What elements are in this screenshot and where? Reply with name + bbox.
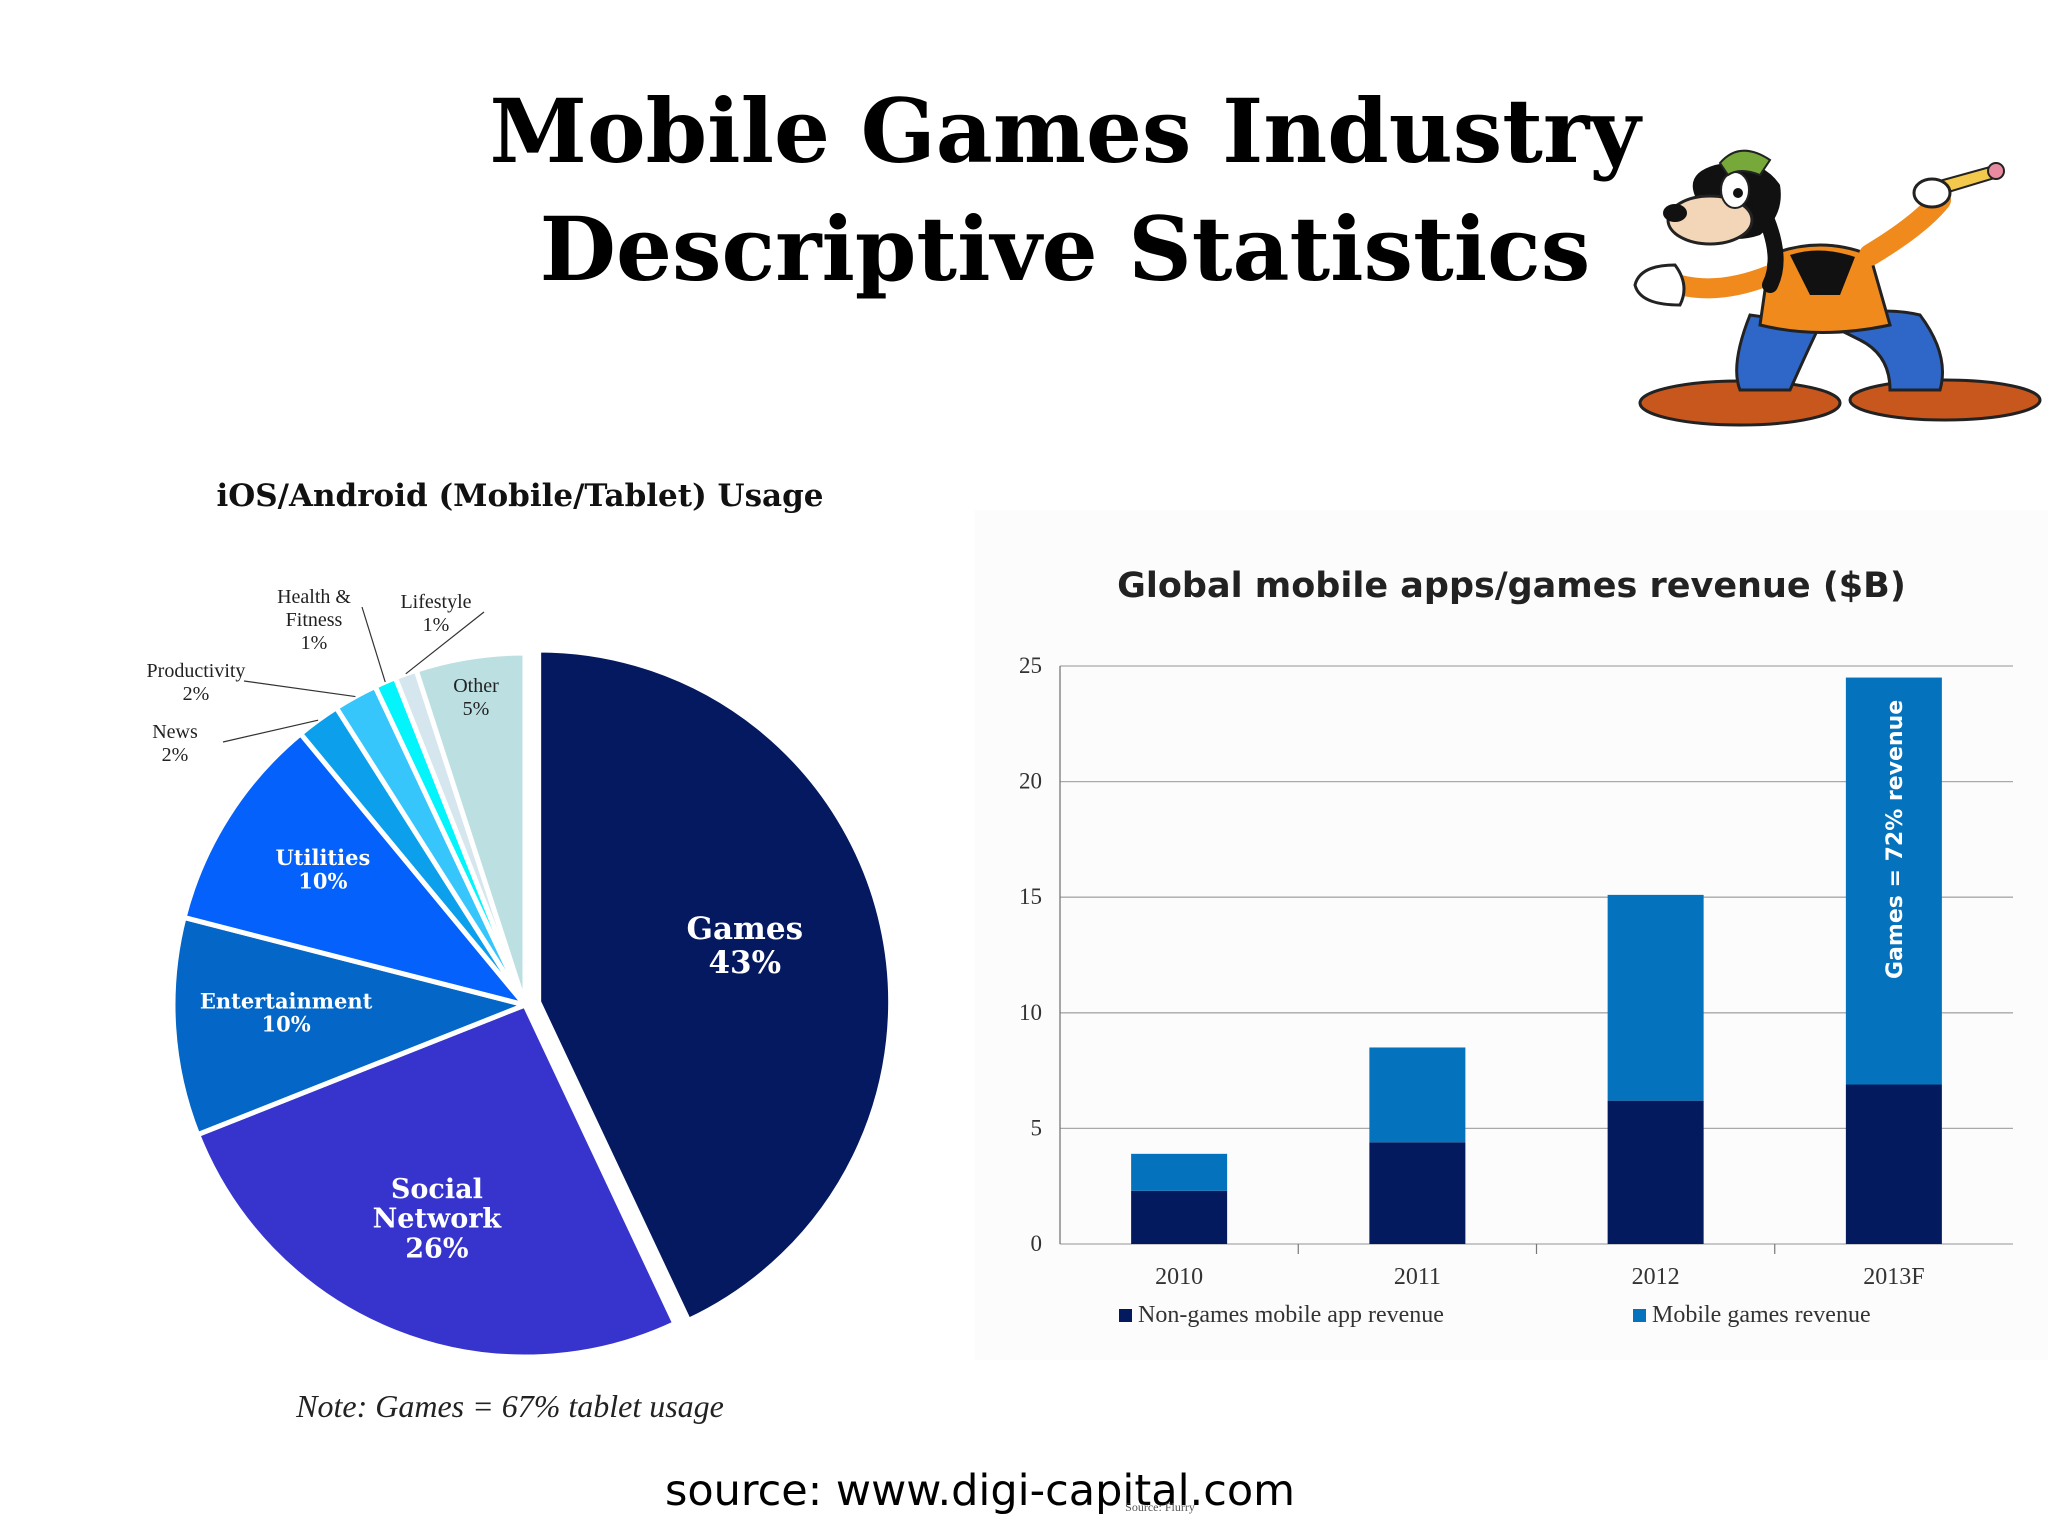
- y-tick-label-20: 20: [1019, 769, 1042, 794]
- pie-chart: Games 43% Social Network 26% Entertainment 10%…: [147, 586, 894, 1360]
- bar-chart-title: Global mobile apps/games revenue ($B): [1117, 566, 1906, 606]
- pie-slice-entertainment: [170, 914, 534, 1138]
- pie-label-news: News 2%: [152, 721, 198, 766]
- x-tick-label-2011: 2011: [1394, 1264, 1441, 1290]
- legend-label-non-games: Non-games mobile app revenue: [1138, 1302, 1444, 1328]
- pie-label-entertainment: Entertainment 10%: [200, 988, 373, 1036]
- legend-swatch-games: [1633, 1309, 1646, 1322]
- bar-2010-games: [1131, 1153, 1228, 1191]
- bar-2012-games: [1607, 894, 1704, 1101]
- slide-title-line2: Descriptive Statistics: [539, 197, 1591, 301]
- bar-2011-games: [1369, 1047, 1466, 1143]
- source-citation: source: www.digi-capital.com: [664, 1466, 1296, 1516]
- pie-label-health-fitness: Health & Fitness 1%: [277, 586, 351, 654]
- x-tick-label-2010: 2010: [1155, 1264, 1203, 1290]
- pie-leader-productivity: [243, 680, 356, 698]
- legend-swatch-non-games: [1119, 1309, 1132, 1322]
- x-tick-label-2012: 2012: [1632, 1264, 1680, 1290]
- pie-label-productivity: Productivity 2%: [147, 660, 246, 705]
- bar-2013f-non-games: [1845, 1084, 1942, 1244]
- pie-label-other: Other 5%: [453, 675, 499, 720]
- legend-item-non-games: Non-games mobile app revenue: [1119, 1302, 1444, 1329]
- bar-chart: 0 5 10 15 20 25 2010 2011 2012 2013F Games = 72% r…: [1019, 653, 2013, 1290]
- pie-slice-games: [536, 647, 894, 1324]
- y-tick-label-10: 10: [1019, 1000, 1042, 1025]
- slide-title: Mobile Games Industry Descriptive Statis…: [0, 72, 2048, 308]
- y-tick-label-15: 15: [1019, 884, 1042, 909]
- bar-2012-non-games: [1607, 1100, 1704, 1244]
- bar-2013f-games: [1845, 677, 1942, 1085]
- bar-2011-non-games: [1369, 1142, 1466, 1244]
- pie-leader-lifestyle: [405, 611, 485, 675]
- source-footnote: Source: Flurry: [1125, 1500, 1195, 1514]
- pie-label-social-network: Social Network 26%: [373, 1174, 503, 1264]
- bar-annotation: Games = 72% revenue: [1883, 700, 1908, 979]
- slide-title-line1: Mobile Games Industry: [489, 79, 1641, 183]
- bar-2010-non-games: [1131, 1190, 1228, 1244]
- pie-slice-utilities: [181, 730, 532, 1010]
- bar-chart-legend: Non-games mobile app revenue Mobile game…: [1115, 1302, 2035, 1342]
- pie-chart-title: iOS/Android (Mobile/Tablet) Usage: [216, 478, 824, 514]
- y-tick-label-5: 5: [1031, 1115, 1043, 1140]
- pie-chart-note: Note: Games = 67% tablet usage: [296, 1388, 724, 1424]
- y-tick-label-25: 25: [1019, 653, 1042, 678]
- pie-label-lifestyle: Lifestyle 1%: [400, 591, 471, 636]
- legend-item-games: Mobile games revenue: [1633, 1302, 1871, 1329]
- pie-label-games: Games 43%: [687, 911, 804, 981]
- pie-leader-news: [222, 719, 319, 743]
- legend-label-games: Mobile games revenue: [1652, 1302, 1871, 1328]
- y-tick-label-0: 0: [1031, 1231, 1043, 1256]
- cartoon-dog-icon: [1633, 149, 2042, 427]
- x-tick-label-2013f: 2013F: [1863, 1264, 1924, 1290]
- pie-slice-other: [413, 650, 528, 1006]
- pie-slice-social-network: [194, 1001, 679, 1360]
- pie-leader-health-fitness: [361, 606, 386, 683]
- pie-label-utilities: Utilities 10%: [275, 845, 370, 893]
